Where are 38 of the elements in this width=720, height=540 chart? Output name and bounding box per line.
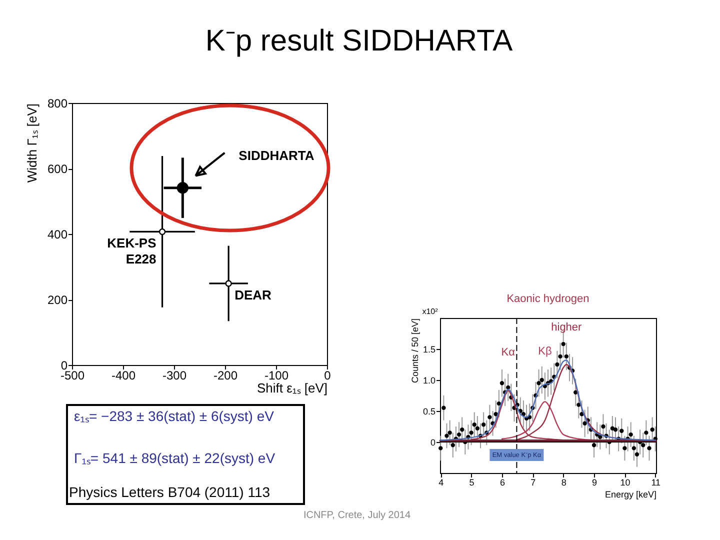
x-tick-label: 10 — [620, 478, 630, 488]
series-label: DEAR — [234, 287, 272, 302]
chart-title: Kaonic hydrogen — [506, 293, 590, 305]
legend-label: SIDDHARTA — [238, 148, 315, 163]
x-tick-label: -100 — [264, 368, 289, 382]
text: ε₁ₛ= −283 ± 36(stat) ± 6(syst) eV — [74, 408, 275, 424]
x-axis-title: Shift ε₁ₛ [eV] — [256, 380, 328, 396]
text: x10² — [422, 307, 438, 316]
x-tick-label: 0 — [324, 368, 332, 382]
text: Kα — [501, 346, 516, 359]
y-tick-label: 0 — [430, 438, 436, 448]
y-axis-title: Width Γ₁ₛ [eV] — [24, 104, 40, 183]
x-tick-label: -200 — [213, 368, 238, 382]
y-tick-label: 800 — [47, 96, 68, 110]
text: ICNFP, Crete, July 2014 — [303, 510, 411, 521]
x-tick-label: 4 — [438, 478, 444, 488]
text: Kβ — [538, 346, 552, 358]
text: Physics Letters B704 (2011) 113 — [69, 484, 270, 500]
x-tick-label: -300 — [162, 368, 187, 382]
x-tick-label: 8 — [561, 478, 566, 488]
x-tick-label: 7 — [530, 478, 536, 488]
y-tick-label: 0.5 — [422, 406, 436, 416]
series-label: KEK-PS E228 — [107, 236, 157, 267]
x-tick-label: 9 — [592, 478, 598, 488]
y-tick-label: 400 — [47, 228, 68, 242]
x-tick-label: -400 — [111, 368, 136, 382]
chart-title: K⁻p result SIDDHARTA — [205, 24, 513, 58]
y-tick-label: 200 — [47, 293, 68, 307]
text: higher — [551, 322, 582, 334]
x-tick-label: 5 — [469, 478, 474, 488]
y-axis-title: Counts / 50 [eV] — [410, 318, 420, 384]
y-tick-label: 1.0 — [422, 376, 436, 386]
x-axis-title: Energy [keV] — [604, 490, 656, 500]
x-tick-label: 11 — [651, 478, 661, 488]
y-tick-label: 600 — [47, 162, 68, 176]
text: Γ₁ₛ= 541 ± 89(stat) ± 22(syst) eV — [74, 450, 276, 466]
y-tick-label: 1.5 — [422, 344, 436, 354]
x-tick-label: 6 — [500, 478, 505, 488]
